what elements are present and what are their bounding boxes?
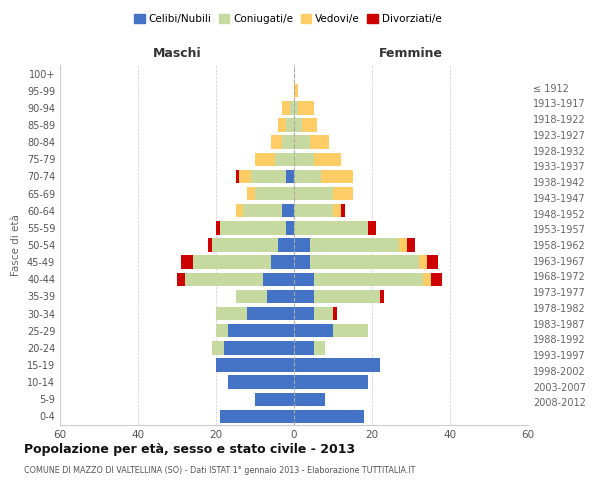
Bar [294, 358, 380, 372]
Bar [333, 187, 353, 200]
Bar [294, 324, 333, 338]
Bar [422, 272, 431, 286]
Bar [181, 256, 193, 269]
Bar [294, 410, 364, 423]
Bar [216, 358, 294, 372]
Bar [228, 324, 294, 338]
Bar [290, 101, 294, 114]
Bar [294, 136, 310, 149]
Bar [271, 256, 294, 269]
Bar [294, 221, 368, 234]
Bar [220, 221, 286, 234]
Bar [294, 256, 310, 269]
Bar [263, 272, 294, 286]
Bar [235, 204, 244, 218]
Bar [177, 272, 185, 286]
Bar [294, 272, 314, 286]
Bar [294, 392, 325, 406]
Bar [310, 136, 329, 149]
Bar [278, 118, 286, 132]
Bar [251, 170, 286, 183]
Bar [294, 238, 310, 252]
Bar [216, 221, 220, 234]
Bar [322, 170, 353, 183]
Bar [286, 170, 294, 183]
Bar [286, 221, 294, 234]
Bar [255, 187, 294, 200]
Bar [427, 256, 438, 269]
Bar [208, 238, 212, 252]
Bar [216, 324, 228, 338]
Bar [333, 324, 368, 338]
Bar [294, 341, 314, 354]
Bar [228, 376, 294, 389]
Bar [212, 341, 224, 354]
Bar [302, 118, 317, 132]
Text: COMUNE DI MAZZO DI VALTELLINA (SO) - Dati ISTAT 1° gennaio 2013 - Elaborazione T: COMUNE DI MAZZO DI VALTELLINA (SO) - Dat… [24, 466, 415, 475]
Bar [294, 307, 314, 320]
Text: Popolazione per età, sesso e stato civile - 2013: Popolazione per età, sesso e stato civil… [24, 442, 355, 456]
Bar [244, 204, 283, 218]
Bar [294, 101, 298, 114]
Bar [185, 272, 263, 286]
Bar [341, 204, 344, 218]
Bar [310, 256, 419, 269]
Bar [216, 307, 247, 320]
Bar [235, 170, 239, 183]
Bar [380, 290, 384, 303]
Bar [193, 256, 271, 269]
Y-axis label: Fasce di età: Fasce di età [11, 214, 21, 276]
Bar [368, 221, 376, 234]
Bar [220, 410, 294, 423]
Bar [294, 118, 302, 132]
Bar [255, 392, 294, 406]
Bar [266, 290, 294, 303]
Text: Maschi: Maschi [152, 47, 202, 60]
Text: Femmine: Femmine [379, 47, 443, 60]
Bar [278, 238, 294, 252]
Bar [239, 170, 251, 183]
Bar [247, 307, 294, 320]
Bar [294, 376, 368, 389]
Bar [283, 204, 294, 218]
Bar [294, 170, 322, 183]
Bar [235, 290, 266, 303]
Bar [314, 341, 325, 354]
Bar [310, 238, 400, 252]
Bar [314, 290, 380, 303]
Bar [294, 204, 333, 218]
Bar [314, 272, 422, 286]
Bar [275, 152, 294, 166]
Bar [314, 307, 333, 320]
Bar [431, 272, 442, 286]
Bar [333, 307, 337, 320]
Bar [212, 238, 278, 252]
Bar [294, 84, 298, 98]
Bar [419, 256, 427, 269]
Bar [314, 152, 341, 166]
Bar [333, 204, 341, 218]
Bar [298, 101, 314, 114]
Bar [224, 341, 294, 354]
Bar [283, 101, 290, 114]
Bar [294, 290, 314, 303]
Bar [283, 136, 294, 149]
Bar [271, 136, 283, 149]
Bar [247, 187, 255, 200]
Bar [286, 118, 294, 132]
Bar [294, 152, 314, 166]
Legend: Celibi/Nubili, Coniugati/e, Vedovi/e, Divorziati/e: Celibi/Nubili, Coniugati/e, Vedovi/e, Di… [130, 10, 446, 29]
Bar [400, 238, 407, 252]
Bar [255, 152, 275, 166]
Bar [294, 187, 333, 200]
Bar [407, 238, 415, 252]
